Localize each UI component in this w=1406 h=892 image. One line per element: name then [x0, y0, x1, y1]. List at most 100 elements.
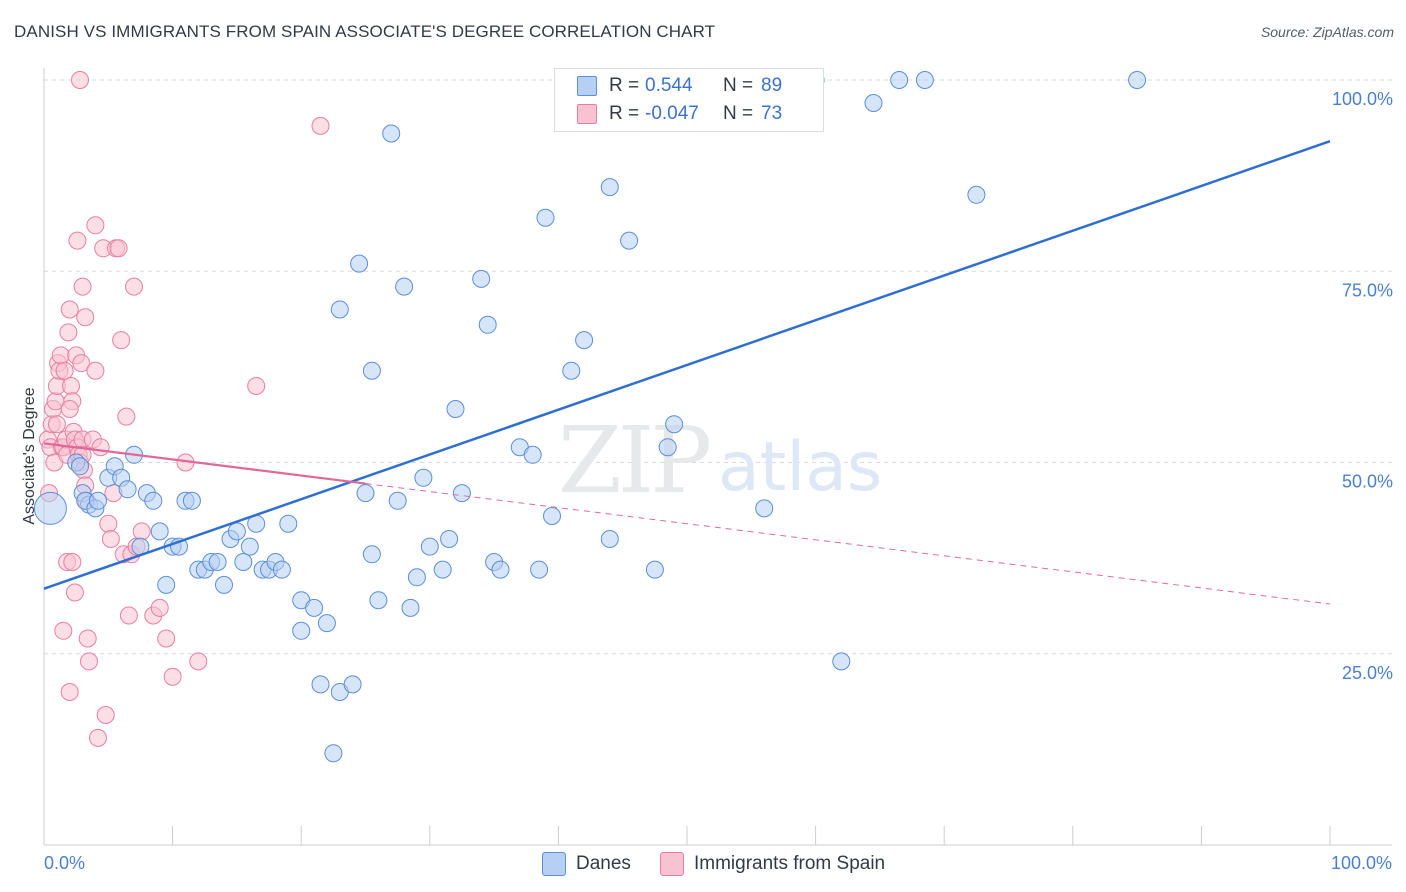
y-tick-label: 50.0%: [1342, 472, 1393, 492]
danes-point: [279, 514, 298, 533]
danes-point: [600, 178, 619, 197]
danes-point: [440, 530, 459, 548]
danes-point: [543, 507, 561, 525]
danes-point: [536, 208, 555, 227]
spain-point: [86, 361, 105, 380]
series-legend-danes: Danes: [542, 852, 631, 876]
danes-points: [33, 71, 1147, 763]
spain-point: [65, 583, 84, 602]
spain-point: [71, 71, 89, 89]
danes-point: [645, 560, 664, 579]
danes-point: [144, 491, 163, 510]
series-swatch-danes: [542, 852, 566, 876]
danes-point: [350, 254, 369, 273]
y-tick-label: 75.0%: [1342, 280, 1393, 300]
spain-point: [59, 323, 78, 342]
danes-point: [1128, 71, 1147, 89]
danes-point: [420, 537, 439, 556]
danes-point: [600, 530, 619, 548]
spain-point: [78, 629, 97, 648]
series-label-spain: Immigrants from Spain: [694, 853, 886, 874]
legend-swatch-spain: [577, 104, 597, 124]
spain-point: [247, 377, 266, 395]
danes-point: [292, 621, 311, 640]
danes-trend-line: [43, 140, 1331, 590]
danes-point: [356, 484, 375, 503]
danes-point: [330, 300, 349, 319]
danes-point: [452, 484, 471, 503]
legend-row-spain: R = -0.047 N = 73: [577, 101, 782, 127]
grid-lines: [44, 79, 1392, 655]
spain-point: [91, 438, 110, 457]
chart-title: DANISH VS IMMIGRANTS FROM SPAIN ASSOCIAT…: [14, 22, 716, 41]
spain-points: [38, 71, 330, 747]
correlation-legend: R = 0.544 N = 89 R = -0.047 N = 73: [554, 68, 824, 132]
spain-point: [112, 331, 131, 350]
danes-point: [864, 94, 883, 112]
danes-point: [620, 231, 639, 250]
series-swatch-spain: [660, 852, 684, 876]
legend-spain-r-value: -0.047: [645, 103, 699, 124]
danes-point: [401, 598, 420, 617]
danes-point: [395, 277, 414, 296]
spain-point: [117, 407, 136, 426]
danes-point: [562, 361, 581, 380]
danes-point: [446, 400, 465, 418]
danes-point: [407, 568, 426, 587]
spain-point: [72, 354, 91, 373]
danes-point: [272, 560, 291, 579]
spain-trend-line-extension: [365, 483, 1331, 605]
spain-point: [119, 606, 138, 625]
spain-point: [60, 300, 79, 319]
danes-point: [227, 522, 246, 541]
spain-point: [80, 652, 98, 671]
legend-danes-n-value: 89: [761, 75, 783, 96]
legend-danes-r-label: R =: [609, 75, 640, 96]
spain-point: [86, 216, 105, 235]
danes-point: [89, 491, 107, 510]
legend-spain-r-label: R =: [609, 103, 640, 124]
danes-point: [118, 480, 137, 499]
legend-spain-n-value: 73: [761, 103, 783, 124]
spain-point: [99, 514, 118, 533]
y-tick-label: 100.0%: [1332, 89, 1393, 109]
danes-point: [472, 269, 491, 288]
danes-point: [433, 560, 452, 579]
spain-point: [63, 553, 82, 571]
danes-point: [215, 575, 233, 594]
danes-point: [157, 575, 176, 594]
spain-point: [89, 728, 107, 747]
spain-point: [54, 621, 73, 640]
danes-point: [967, 185, 986, 204]
y-tick-labels: 25.0% 50.0% 75.0% 100.0%: [1332, 89, 1393, 683]
danes-point: [414, 468, 433, 487]
danes-point: [658, 438, 677, 457]
danes-point: [388, 491, 407, 510]
spain-point: [109, 239, 128, 258]
spain-point: [51, 346, 70, 365]
danes-point: [240, 537, 259, 556]
danes-point: [382, 124, 401, 143]
spain-point: [101, 530, 120, 548]
danes-point: [665, 415, 684, 434]
danes-point: [305, 598, 324, 617]
x-tick-label-left: 0.0%: [44, 853, 85, 873]
x-tick-marks: [43, 826, 1331, 845]
legend-spain-n-label: N =: [723, 103, 754, 124]
spain-point: [73, 277, 92, 296]
legend-row-danes: R = 0.544 N = 89: [577, 73, 782, 99]
danes-point: [523, 445, 542, 464]
legend-danes-r-value: 0.544: [645, 75, 693, 96]
spain-point: [55, 361, 74, 380]
spain-point: [60, 683, 79, 701]
watermark-atlas: atlas: [718, 428, 882, 507]
spain-point: [163, 667, 182, 686]
danes-point: [915, 71, 934, 89]
watermark: ZIP atlas: [558, 407, 882, 514]
spain-point: [125, 277, 143, 296]
danes-point: [530, 560, 549, 579]
spain-point: [60, 400, 79, 418]
spain-point: [96, 706, 115, 724]
danes-point: [317, 614, 336, 633]
danes-point: [362, 545, 381, 564]
